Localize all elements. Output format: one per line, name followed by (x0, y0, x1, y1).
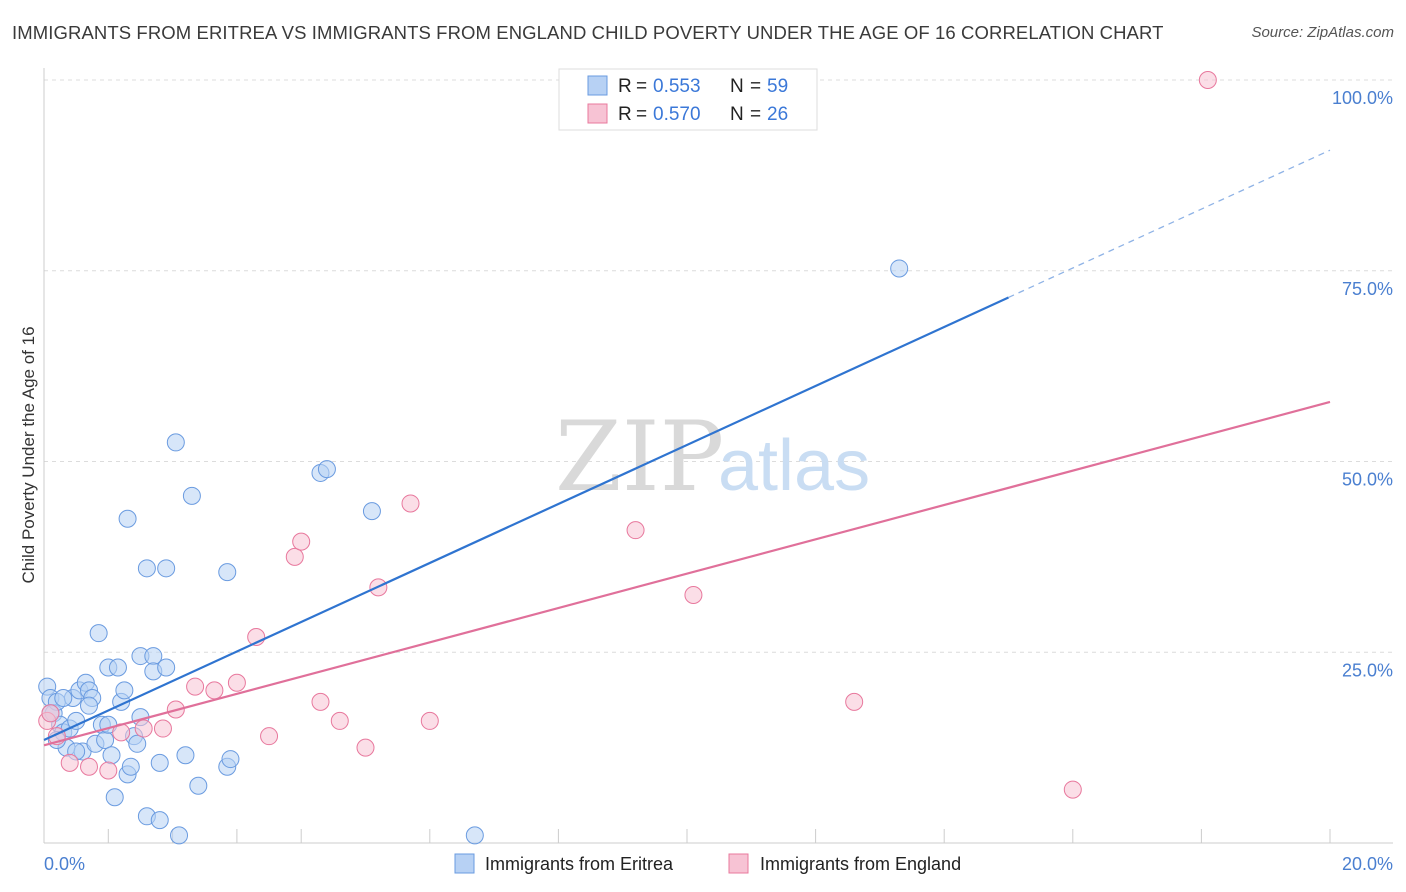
legend-r-eq: = (636, 104, 647, 125)
point-eritrea (170, 826, 189, 845)
legend-n-eritrea: 59 (767, 76, 788, 97)
point-england (330, 711, 349, 730)
chart-title: IMMIGRANTS FROM ERITREA VS IMMIGRANTS FR… (12, 22, 1164, 43)
y-axis-label: Child Poverty Under the Age of 16 (19, 326, 38, 583)
legend-n-eq: = (750, 76, 761, 97)
point-eritrea (182, 486, 201, 505)
legend-r-label: R (618, 104, 632, 125)
legend-n-label: N (730, 76, 744, 97)
point-eritrea (890, 259, 909, 278)
point-eritrea (102, 746, 121, 765)
data-points (38, 71, 1217, 845)
trend-line-eritrea-extension (1008, 149, 1331, 299)
legend-n-eq: = (750, 104, 761, 125)
point-eritrea (189, 776, 208, 795)
legend-r-england: 0.570 (653, 104, 701, 125)
x-tick-label: 20.0% (1342, 854, 1393, 874)
point-england (153, 719, 172, 738)
legend-swatch-england (587, 103, 608, 124)
point-england (260, 727, 279, 746)
point-england (227, 673, 246, 692)
point-eritrea (176, 746, 195, 765)
legend-swatch-eritrea (587, 75, 608, 96)
y-tick-label: 50.0% (1342, 470, 1393, 490)
source-label: Source: ZipAtlas.com (1251, 24, 1394, 41)
trend-lines (43, 149, 1331, 747)
point-england (1198, 71, 1217, 89)
point-eritrea (54, 689, 73, 708)
point-eritrea (465, 826, 484, 845)
point-eritrea (105, 788, 124, 807)
y-tick-label: 100.0% (1332, 88, 1393, 108)
point-england (285, 547, 304, 566)
trend-line-eritrea (43, 296, 1009, 741)
bottom-legend-swatch-england (728, 853, 749, 874)
point-eritrea (137, 559, 156, 578)
point-eritrea (317, 460, 336, 479)
point-england (626, 521, 645, 540)
point-eritrea (128, 734, 147, 753)
point-england (80, 757, 99, 776)
legend-r-eq: = (636, 76, 647, 97)
x-tick-label: 0.0% (44, 854, 85, 874)
trend-line-england (43, 400, 1331, 747)
point-eritrea (150, 811, 169, 830)
point-england (205, 681, 224, 700)
point-england (401, 494, 420, 513)
legend-r-eritrea: 0.553 (653, 76, 701, 97)
legend: R = 0.553 N = 59 R = 0.570 N = 26 (558, 68, 818, 131)
grid-lines (44, 79, 1393, 653)
point-eritrea (108, 658, 127, 677)
bottom-legend-swatch-eritrea (454, 853, 475, 874)
point-eritrea (221, 750, 240, 769)
point-eritrea (157, 559, 176, 578)
point-eritrea (121, 757, 140, 776)
point-england (845, 692, 864, 711)
point-england (292, 532, 311, 551)
point-eritrea (115, 681, 134, 700)
legend-r-label: R (618, 76, 632, 97)
point-england (186, 677, 205, 696)
bottom-legend-england: Immigrants from England (760, 854, 961, 874)
legend-n-england: 26 (767, 104, 788, 125)
point-eritrea (150, 753, 169, 772)
point-england (134, 719, 153, 738)
point-england (311, 692, 330, 711)
point-england (1063, 780, 1082, 799)
point-eritrea (80, 696, 99, 715)
watermark-atlas: atlas (718, 426, 870, 506)
point-england (684, 586, 703, 605)
point-eritrea (157, 658, 176, 677)
y-tick-labels: 100.0% 75.0% 50.0% 25.0% (1332, 88, 1393, 680)
bottom-legend-eritrea: Immigrants from Eritrea (485, 854, 674, 874)
point-eritrea (118, 509, 137, 528)
point-england (420, 711, 439, 730)
point-eritrea (89, 624, 108, 643)
point-eritrea (96, 730, 115, 749)
point-england (356, 738, 375, 757)
point-england (60, 753, 79, 772)
y-tick-label: 25.0% (1342, 660, 1393, 680)
point-eritrea (218, 563, 237, 582)
x-tick-labels: 0.0% 20.0% (44, 854, 1393, 874)
point-england (99, 761, 118, 780)
y-tick-label: 75.0% (1342, 279, 1393, 299)
watermark-zip: ZIP (555, 401, 724, 513)
bottom-legend: Immigrants from Eritrea Immigrants from … (454, 853, 961, 874)
point-eritrea (166, 433, 185, 452)
point-eritrea (362, 502, 381, 521)
point-england (41, 704, 60, 723)
legend-n-label: N (730, 104, 744, 125)
